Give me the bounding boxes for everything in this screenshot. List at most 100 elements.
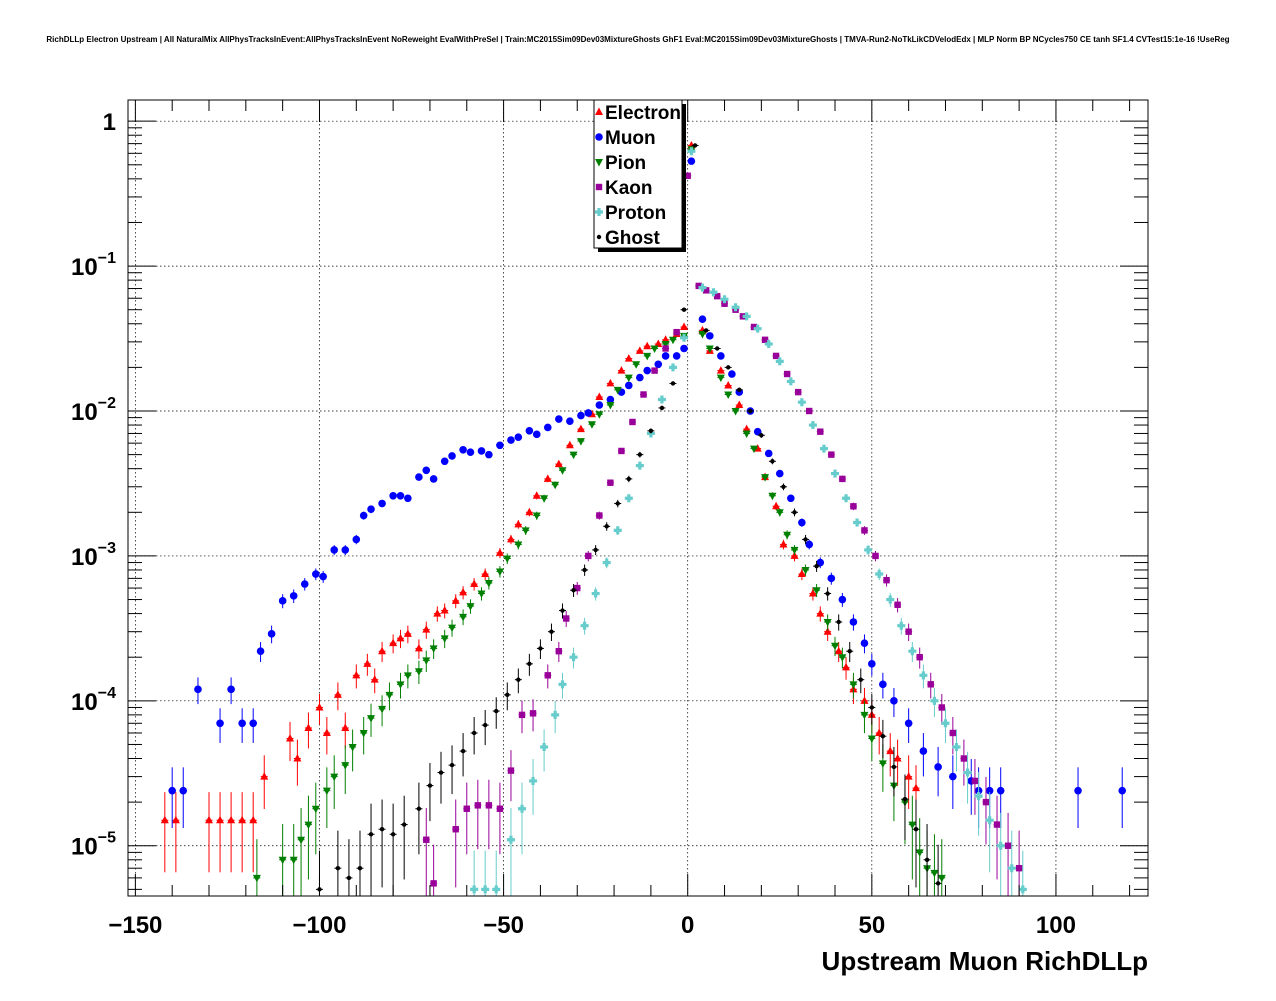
electron-point (617, 366, 626, 374)
pion-point (341, 762, 350, 770)
pion-point (783, 531, 792, 540)
pion-point (860, 711, 869, 720)
kaon-point (518, 711, 526, 719)
proton-point (886, 595, 895, 604)
electron-point (904, 772, 913, 780)
electron-point (293, 753, 302, 762)
legend-label: Kaon (605, 178, 653, 199)
ghost-point (527, 661, 532, 667)
ghost-point (401, 822, 407, 827)
muon-point (389, 491, 397, 500)
muon-point (396, 491, 405, 500)
muon-point (466, 448, 475, 456)
ghost-point (482, 722, 488, 728)
pion-point (558, 467, 567, 475)
ghost-point (335, 865, 341, 871)
kaon-point (794, 388, 802, 396)
electron-point (495, 548, 504, 556)
muon-point (367, 505, 375, 514)
ghost-point (427, 783, 433, 788)
muon-point (525, 427, 534, 435)
ghost-point (913, 827, 919, 832)
kaon-point (474, 802, 482, 809)
electron-point (624, 354, 633, 362)
y-tick-exponent: −3 (98, 540, 116, 557)
proton-point (742, 312, 751, 321)
kaon-point (960, 755, 968, 762)
electron-point (260, 772, 269, 780)
pion-point (908, 821, 917, 830)
kaon-point (629, 418, 636, 426)
kaon-point (772, 352, 780, 360)
ghost-point (670, 381, 676, 386)
ghost-point (346, 875, 352, 881)
ghost-point (891, 764, 897, 770)
ghost-point (770, 459, 775, 464)
y-tick-base: 10 (71, 689, 98, 716)
pion-point (937, 874, 946, 883)
kaon-point (496, 805, 504, 812)
electron-point (422, 625, 431, 633)
pion-point (930, 869, 939, 878)
muon-point (429, 475, 438, 483)
ghost-point (726, 365, 731, 370)
kaon-point (828, 451, 835, 458)
electron-point (576, 424, 585, 433)
proton-point (963, 768, 972, 777)
kaon-point (1004, 842, 1012, 849)
y-tick-label: 10−1 (71, 250, 116, 281)
pion-point (514, 541, 523, 549)
ghost-point (416, 806, 422, 811)
muon-point (1074, 786, 1082, 795)
kaon-point (783, 370, 791, 378)
proton-point (731, 303, 740, 312)
kaon-point (544, 672, 551, 679)
proton-point (529, 776, 538, 785)
pion-point (252, 874, 261, 883)
legend-label: Proton (605, 203, 666, 224)
ghost-point (390, 832, 396, 837)
electron-point (554, 459, 563, 468)
x-tick-label: 50 (858, 912, 885, 939)
pion-point (495, 568, 504, 577)
muon-point (934, 763, 942, 771)
muon-point (415, 473, 423, 481)
muon-point (227, 685, 235, 694)
proton-point (952, 743, 961, 752)
pion-point (503, 555, 512, 563)
electron-point (363, 659, 372, 667)
electron-point (860, 696, 869, 704)
ghost-point (703, 328, 709, 333)
proton-point (518, 804, 527, 813)
ghost-point (438, 770, 444, 775)
pion-point (466, 603, 475, 611)
proton-point (864, 545, 873, 554)
ghost-point (637, 452, 643, 457)
pion-point (668, 336, 677, 345)
proton-point (996, 841, 1005, 850)
ghost-point (505, 692, 510, 698)
muon-point (606, 395, 615, 404)
legend-marker-proton (595, 208, 604, 216)
kaon-point (529, 710, 537, 717)
ghost-point (379, 827, 385, 832)
proton-point (808, 421, 817, 430)
muon-point (764, 449, 773, 458)
electron-point (378, 646, 387, 655)
muon-point (661, 352, 670, 360)
electron-point (893, 753, 902, 762)
kaon-point (618, 447, 625, 455)
ghost-point (714, 346, 720, 351)
kaon-point (585, 552, 592, 560)
ghost-point (659, 405, 665, 411)
proton-point (764, 339, 773, 348)
electron-point (797, 569, 806, 578)
electron-point (227, 815, 236, 824)
proton-point (569, 653, 578, 662)
kaon-point (640, 391, 647, 398)
pion-point (367, 715, 376, 723)
pion-point (521, 527, 530, 535)
